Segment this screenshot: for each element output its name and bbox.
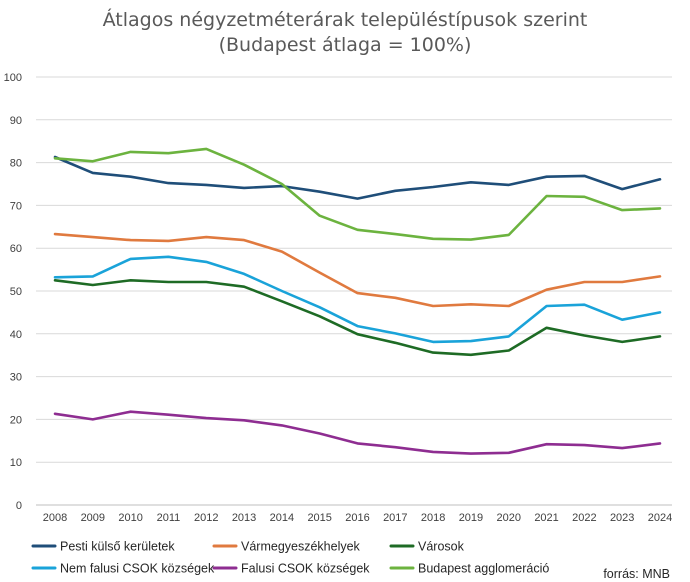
x-tick-label: 2023	[610, 512, 634, 524]
y-tick-label: 80	[10, 158, 22, 170]
y-tick-label: 70	[10, 200, 22, 212]
legend-label: Nem falusi CSOK községek	[60, 562, 215, 576]
series-line-1	[53, 232, 662, 308]
legend-label: Pesti külső kerületek	[60, 540, 175, 554]
y-tick-label: 30	[10, 372, 22, 384]
x-tick-label: 2024	[648, 512, 672, 524]
x-tick-label: 2021	[534, 512, 558, 524]
series-line-0	[53, 155, 662, 200]
x-tick-label: 2012	[194, 512, 218, 524]
legend: Pesti külső kerületek Vármegyeszékhelyek V…	[31, 540, 549, 576]
y-tick-label: 60	[10, 243, 22, 255]
x-tick-label: 2018	[421, 512, 445, 524]
x-tick-label: 2015	[307, 512, 331, 524]
series-line-4	[53, 410, 662, 455]
series-line-5	[53, 147, 662, 241]
chart-subtitle: (Budapest átlaga = 100%)	[219, 34, 472, 56]
x-tick-label: 2022	[572, 512, 596, 524]
y-tick-label: 100	[4, 72, 22, 84]
x-tick-label: 2013	[232, 512, 256, 524]
y-tick-label: 0	[16, 500, 22, 512]
y-axis-ticks: 0 10 20 30 40 50 60 70 80 90 100	[4, 72, 22, 512]
x-tick-label: 2009	[81, 512, 105, 524]
y-tick-label: 40	[10, 329, 22, 341]
y-tick-label: 90	[10, 115, 22, 127]
legend-label: Falusi CSOK községek	[241, 562, 370, 576]
series-line-3	[53, 255, 662, 344]
x-tick-label: 2020	[497, 512, 521, 524]
y-tick-label: 20	[10, 414, 22, 426]
x-tick-label: 2011	[157, 512, 181, 524]
y-tick-label: 50	[10, 286, 22, 298]
legend-label: Városok	[418, 540, 465, 554]
source-note: forrás: MNB	[603, 567, 670, 581]
x-tick-label: 2019	[459, 512, 483, 524]
legend-label: Vármegyeszékhelyek	[241, 540, 361, 554]
y-tick-label: 10	[10, 457, 22, 469]
chart-title: Átlagos négyzetméterárak településtípuso…	[103, 8, 588, 31]
legend-label: Budapest agglomeráció	[418, 562, 549, 576]
series-lines	[53, 147, 662, 455]
x-tick-label: 2016	[345, 512, 369, 524]
x-tick-label: 2008	[43, 512, 67, 524]
x-tick-label: 2014	[270, 512, 294, 524]
x-tick-label: 2017	[383, 512, 407, 524]
x-tick-label: 2010	[118, 512, 142, 524]
series-line-2	[53, 278, 662, 357]
x-axis-ticks: 2008 2009 2010 2011 2012 2013 2014 2015 2016 2017…	[43, 512, 672, 524]
